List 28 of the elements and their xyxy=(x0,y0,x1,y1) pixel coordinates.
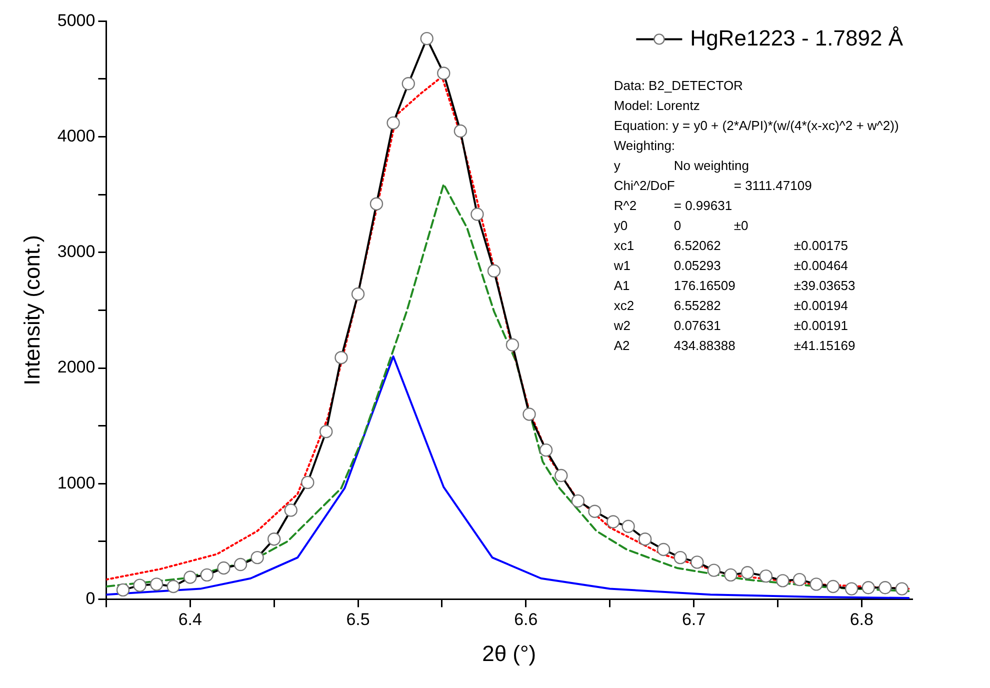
text: w1 0.05293 ±0.00464 xyxy=(614,258,848,273)
text: w2 0.07631 ±0.00191 xyxy=(614,318,848,333)
text: y0 0 ±0 xyxy=(614,218,748,233)
legend-label: HgRe1223 - 1.7892 Å xyxy=(690,25,904,50)
x-tick-label: 6.7 xyxy=(682,610,706,630)
y-tick-label: 5000 xyxy=(57,10,96,30)
y-tick-label: 2000 xyxy=(57,358,96,377)
text: xc2 6.55282 ±0.00194 xyxy=(614,298,848,313)
annotation: Equation: y = y0 + (2*A/PI)*(w/(4*(x-xc)^2 + w^2)) xyxy=(614,118,899,133)
y-tick-label: 0 xyxy=(86,588,96,608)
text: A1 176.16509 ±39.03653 xyxy=(614,278,856,293)
annotation: Weighting: xyxy=(614,138,676,153)
text: A2 434.88388 ±41.15169 xyxy=(614,338,856,353)
y-axis-title: Intensity (cont.) xyxy=(19,235,44,386)
x-axis-title: 2θ (°) xyxy=(482,640,536,666)
text: xc1 6.52062 ±0.00175 xyxy=(614,238,848,253)
x-tick-label: 6.6 xyxy=(514,610,538,630)
x-tick-label: 6.4 xyxy=(178,610,202,630)
y-tick-label: 3000 xyxy=(57,242,96,262)
text: Chi^2/DoF = 3111.47109 xyxy=(614,178,812,193)
y-tick-label: 1000 xyxy=(57,473,96,492)
text: y No weighting xyxy=(614,158,750,173)
annotation: Data: B2_DETECTOR xyxy=(614,78,743,93)
x-tick-label: 6.5 xyxy=(346,610,370,630)
y-tick-label: 4000 xyxy=(57,126,96,146)
x-tick-label: 6.8 xyxy=(850,610,874,630)
text: R^2 = 0.99631 xyxy=(614,198,732,213)
annotation: Model: Lorentz xyxy=(614,98,700,113)
